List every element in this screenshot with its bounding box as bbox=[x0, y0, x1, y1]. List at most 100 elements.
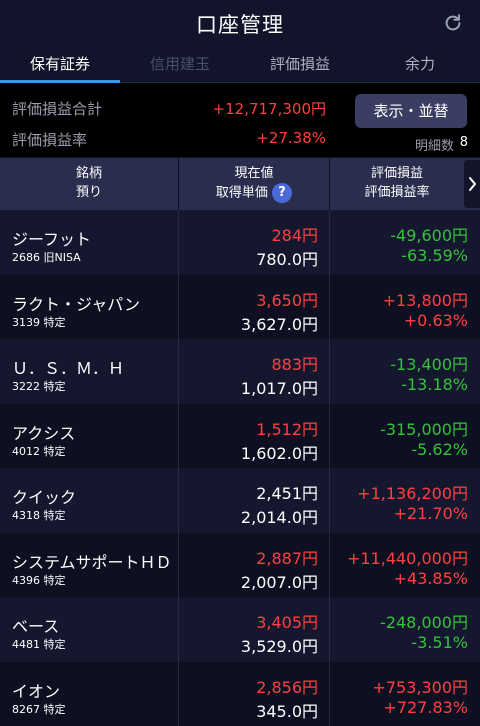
current-price: 1,512円 bbox=[256, 416, 318, 440]
current-price: 3,650円 bbox=[256, 287, 318, 311]
stock-name: ジーフット bbox=[12, 226, 91, 250]
acquisition-price: 3,529.0円 bbox=[241, 633, 318, 657]
detail-count-label: 明細数 bbox=[415, 135, 454, 154]
column-divider bbox=[178, 339, 179, 404]
unrealized-pl-rate: -63.59% bbox=[401, 246, 468, 265]
stock-code-account: 3222 特定 bbox=[12, 378, 66, 394]
acquisition-price: 780.0円 bbox=[256, 246, 318, 270]
column-divider bbox=[178, 404, 179, 469]
column-divider bbox=[329, 275, 330, 340]
current-price: 883円 bbox=[271, 351, 318, 375]
refresh-icon[interactable] bbox=[442, 12, 464, 34]
column-cost-label: 取得単価 bbox=[216, 186, 268, 201]
stock-code-account: 8267 特定 bbox=[12, 701, 66, 717]
current-price: 3,405円 bbox=[256, 609, 318, 633]
column-name-label: 銘柄 bbox=[0, 164, 178, 183]
column-divider bbox=[329, 662, 330, 726]
column-divider bbox=[178, 662, 179, 726]
current-price: 2,856円 bbox=[256, 674, 318, 698]
unrealized-pl-rate: +0.63% bbox=[404, 311, 468, 330]
stock-name: クイック bbox=[12, 484, 76, 508]
column-header-pl[interactable]: 評価損益 評価損益率 bbox=[330, 158, 464, 210]
tab-bar: 保有証券 信用建玉 評価損益 余力 bbox=[0, 46, 480, 83]
summary-panel: 評価損益合計 +12,717,300円 評価損益率 +27.38% 表示・並替 … bbox=[0, 83, 480, 157]
column-header: 銘柄 預り 現在値 取得単価 ? 評価損益 評価損益率 bbox=[0, 158, 480, 210]
acquisition-price: 2,007.0円 bbox=[241, 569, 318, 593]
stock-code-account: 4318 特定 bbox=[12, 507, 66, 523]
display-sort-button[interactable]: 表示・並替 bbox=[355, 94, 467, 128]
unrealized-pl-rate: -13.18% bbox=[401, 375, 468, 394]
tab-margin-positions[interactable]: 信用建玉 bbox=[120, 46, 240, 82]
column-account-label: 預り bbox=[0, 183, 178, 202]
pl-rate-value: +27.38% bbox=[256, 129, 326, 147]
unrealized-pl: -49,600円 bbox=[390, 222, 468, 246]
unrealized-pl: -13,400円 bbox=[390, 351, 468, 375]
stock-name: システムサポートＨＤ bbox=[12, 549, 172, 573]
acquisition-price: 345.0円 bbox=[256, 698, 318, 722]
app-header: 口座管理 bbox=[0, 0, 480, 46]
stock-code-account: 3139 特定 bbox=[12, 314, 66, 330]
column-divider bbox=[178, 597, 179, 662]
column-divider bbox=[178, 210, 179, 275]
stock-code-account: 4396 特定 bbox=[12, 572, 66, 588]
total-pl-label: 評価損益合計 bbox=[12, 98, 102, 119]
column-divider bbox=[178, 468, 179, 533]
column-pl-label: 評価損益 bbox=[330, 164, 464, 183]
column-divider bbox=[329, 597, 330, 662]
stock-code-account: 2686 旧NISA bbox=[12, 249, 81, 265]
total-pl-value: +12,717,300円 bbox=[213, 98, 326, 119]
current-price: 2,887円 bbox=[256, 545, 318, 569]
stock-name: アクシス bbox=[12, 420, 75, 444]
column-header-name[interactable]: 銘柄 預り bbox=[0, 158, 178, 210]
unrealized-pl-rate: -5.62% bbox=[411, 440, 468, 459]
stock-name: ラクト・ジャパン bbox=[12, 291, 140, 315]
acquisition-price: 1,602.0円 bbox=[241, 440, 318, 464]
acquisition-price: 2,014.0円 bbox=[241, 504, 318, 528]
unrealized-pl: +11,440,000円 bbox=[347, 545, 468, 569]
column-divider bbox=[329, 468, 330, 533]
pl-rate-label: 評価損益率 bbox=[12, 129, 87, 150]
stock-name: Ｕ．Ｓ．Ｍ．Ｈ bbox=[12, 355, 124, 379]
unrealized-pl-rate: +21.70% bbox=[394, 504, 468, 523]
page-title: 口座管理 bbox=[0, 9, 480, 39]
detail-count-value: 8 bbox=[460, 135, 468, 150]
acquisition-price: 1,017.0円 bbox=[241, 375, 318, 399]
unrealized-pl: +1,136,200円 bbox=[357, 480, 468, 504]
unrealized-pl-rate: +43.85% bbox=[394, 569, 468, 588]
chevron-right-icon bbox=[464, 160, 480, 208]
help-icon[interactable]: ? bbox=[272, 183, 292, 203]
tab-buying-power[interactable]: 余力 bbox=[360, 46, 480, 82]
column-pl-rate-label: 評価損益率 bbox=[330, 183, 464, 202]
stock-name: イオン bbox=[12, 678, 60, 702]
column-header-price[interactable]: 現在値 取得単価 ? bbox=[179, 158, 329, 210]
acquisition-price: 3,627.0円 bbox=[241, 311, 318, 335]
unrealized-pl-rate: +727.83% bbox=[383, 698, 468, 717]
tab-profit-loss[interactable]: 評価損益 bbox=[240, 46, 360, 82]
unrealized-pl: +753,300円 bbox=[372, 674, 468, 698]
column-divider bbox=[329, 210, 330, 275]
tab-holdings[interactable]: 保有証券 bbox=[0, 46, 120, 82]
unrealized-pl: -248,000円 bbox=[380, 609, 468, 633]
column-divider bbox=[178, 275, 179, 340]
unrealized-pl: +13,800円 bbox=[383, 287, 468, 311]
column-divider bbox=[329, 404, 330, 469]
column-price-label: 現在値 bbox=[179, 164, 329, 183]
column-divider bbox=[329, 533, 330, 598]
scroll-right-handle[interactable] bbox=[464, 160, 480, 208]
current-price: 284円 bbox=[271, 222, 318, 246]
current-price: 2,451円 bbox=[256, 480, 318, 504]
stock-code-account: 4481 特定 bbox=[12, 636, 66, 652]
stock-name: ベース bbox=[12, 613, 59, 637]
unrealized-pl: -315,000円 bbox=[380, 416, 468, 440]
column-divider bbox=[329, 339, 330, 404]
unrealized-pl-rate: -3.51% bbox=[411, 633, 468, 652]
